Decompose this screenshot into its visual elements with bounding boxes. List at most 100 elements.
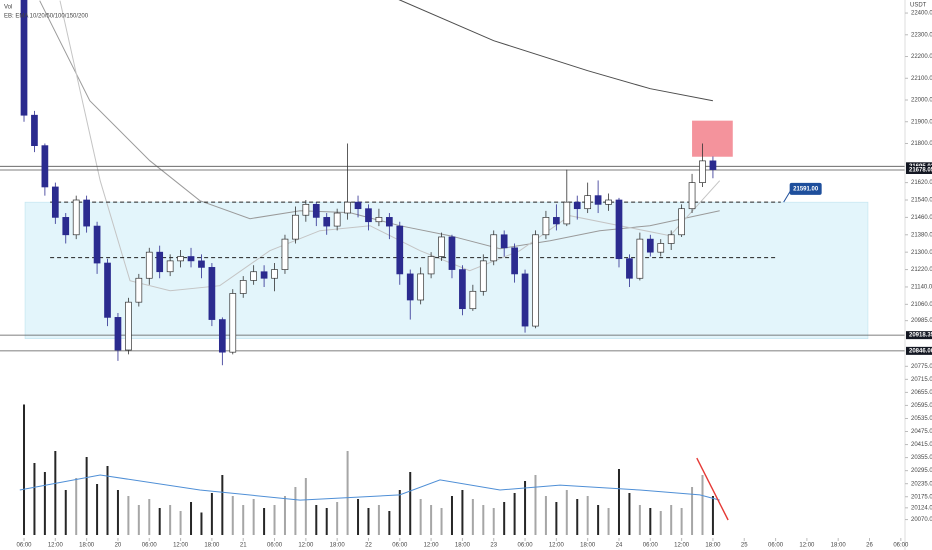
y-tick-label: 20415.00 — [911, 442, 932, 448]
volume-bar — [179, 511, 182, 535]
marker-label: 21591.00 — [793, 186, 819, 192]
y-tick-label: 20475.00 — [911, 429, 932, 435]
y-tick-label: 21380.00 — [911, 232, 932, 238]
volume-bar — [482, 505, 485, 535]
volume-bar — [534, 475, 537, 535]
volume-bar — [711, 496, 714, 535]
volume-bar — [33, 463, 36, 535]
x-tick-label: 12:00 — [799, 543, 815, 549]
candle-body — [354, 201, 362, 210]
x-tick-label: 23 — [490, 543, 497, 549]
y-tick-label: 21060.00 — [911, 302, 932, 308]
volume-bar — [430, 505, 433, 535]
volume-bar — [628, 493, 631, 535]
y-tick-label: 21460.00 — [911, 215, 932, 221]
candle-body — [385, 217, 393, 227]
volume-bar — [127, 496, 130, 535]
y-tick-label: 21220.00 — [911, 267, 932, 273]
x-tick-label: 20 — [115, 543, 122, 549]
candle-body — [532, 234, 539, 327]
volume-bar — [513, 493, 516, 535]
candle-body — [250, 271, 258, 281]
candle-body — [72, 199, 80, 236]
price-label-box — [906, 346, 932, 355]
range-zone — [24, 201, 869, 339]
candle-body — [31, 114, 38, 147]
volume-bar — [565, 490, 568, 535]
candle-body — [511, 247, 518, 275]
candle-body — [344, 201, 351, 214]
candle-body — [406, 273, 414, 301]
volume-ma-line — [19, 474, 720, 501]
candle-body — [239, 280, 247, 294]
candle-body — [125, 301, 132, 351]
candle-body — [83, 199, 90, 227]
ema-line — [59, 0, 721, 292]
x-tick-label: 12:00 — [48, 543, 64, 549]
candle-body — [490, 234, 498, 262]
candle-body — [542, 217, 550, 236]
candle-body — [62, 217, 70, 236]
candle-body — [323, 217, 331, 227]
y-tick-label: 20655.00 — [911, 390, 932, 396]
x-tick-label: 18:00 — [580, 543, 596, 549]
volume-bar — [75, 478, 78, 535]
volume-bar — [23, 404, 26, 535]
y-tick-label: 21900.00 — [911, 119, 932, 125]
volume-bar — [85, 457, 88, 535]
candle-body — [646, 238, 654, 253]
x-tick-label: 06:00 — [893, 543, 909, 549]
volume-bar — [440, 508, 443, 535]
volume-bar — [503, 502, 506, 535]
x-tick-label: 21 — [240, 543, 247, 549]
volume-bar — [148, 499, 151, 535]
volume-bar — [116, 490, 119, 535]
y-tick-label: 20775.00 — [911, 364, 932, 370]
candle-body — [166, 260, 174, 273]
volume-bar — [617, 469, 620, 535]
candle-body — [104, 262, 111, 318]
x-tick-label: 18:00 — [79, 543, 95, 549]
x-tick-label: 18:00 — [204, 543, 220, 549]
candle-body — [688, 182, 696, 210]
y-tick-label: 20355.00 — [911, 455, 932, 461]
candle-body — [93, 225, 101, 264]
candle-body — [594, 195, 602, 205]
candle-body — [396, 225, 404, 275]
candle-body — [573, 201, 581, 210]
candle-body — [563, 201, 571, 225]
candle-body — [260, 271, 268, 279]
y-tick-label: 20124.00 — [911, 505, 932, 511]
candle-body — [41, 145, 49, 188]
y-tick-label: 20595.00 — [911, 403, 932, 409]
candle-body — [198, 260, 205, 268]
candle-body — [667, 234, 675, 244]
volume-bar — [231, 496, 234, 535]
volume-bar — [283, 496, 286, 535]
x-tick-label: 25 — [741, 543, 748, 549]
candle-body — [229, 293, 237, 353]
ema-line — [39, 0, 720, 250]
volume-bar — [367, 508, 370, 535]
volume-bar — [54, 451, 57, 535]
candle-body — [417, 273, 425, 301]
volume-bar — [200, 512, 203, 535]
x-tick-label: 12:00 — [549, 543, 565, 549]
volume-bar — [336, 502, 339, 535]
currency-label: USDT — [910, 3, 927, 9]
volume-bar — [43, 472, 46, 535]
trend-line — [696, 457, 729, 521]
volume-bar — [315, 505, 318, 535]
volume-bar — [357, 499, 360, 535]
volume-bar — [680, 508, 683, 535]
candle-body — [657, 243, 665, 253]
price-label: 20846.00 — [909, 348, 932, 354]
volume-bar — [263, 508, 266, 535]
volume-bar — [471, 499, 474, 535]
y-tick-label: 20535.00 — [911, 416, 932, 422]
volume-bar — [273, 505, 276, 535]
candle-body — [375, 217, 383, 223]
y-tick-label: 22300.00 — [911, 32, 932, 38]
volume-bar — [701, 475, 704, 535]
y-tick-label: 20235.00 — [911, 481, 932, 487]
